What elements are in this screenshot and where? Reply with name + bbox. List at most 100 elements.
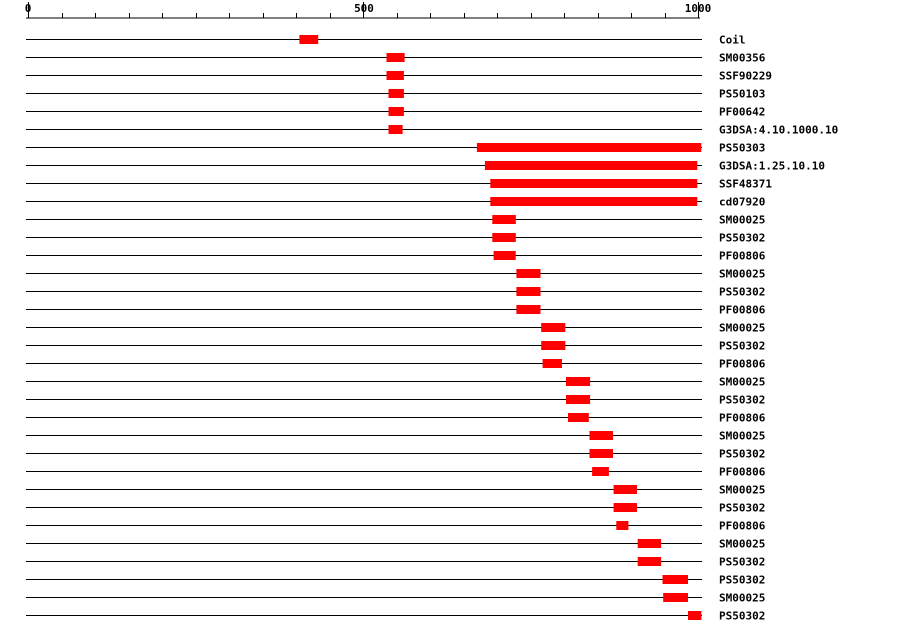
feature-label: PS50302	[719, 394, 765, 407]
feature-label: SM00025	[719, 430, 765, 443]
feature-label: PF00806	[719, 466, 766, 479]
feature-row: PS50303	[26, 142, 765, 155]
feature-bar	[541, 323, 566, 332]
feature-bar	[613, 503, 637, 512]
feature-row: PF00806	[26, 466, 766, 479]
feature-bar	[490, 197, 698, 206]
feature-row: PS50302	[26, 394, 765, 407]
feature-label: SM00025	[719, 268, 765, 281]
feature-bar	[484, 161, 698, 170]
feature-row: SM00025	[26, 592, 765, 605]
feature-bar	[637, 539, 662, 548]
feature-row: SM00025	[26, 430, 765, 443]
feature-row: PF00806	[26, 520, 766, 533]
feature-bar	[299, 35, 319, 44]
feature-row: PS50302	[26, 610, 765, 623]
feature-row: PS50302	[26, 556, 765, 569]
feature-label: PF00806	[719, 358, 766, 371]
feature-label: SM00025	[719, 592, 765, 605]
feature-row: SSF48371	[26, 178, 772, 191]
feature-label: PS50303	[719, 142, 765, 155]
feature-bar	[592, 467, 609, 476]
feature-bar	[663, 593, 688, 602]
tick-label-500: 500	[354, 2, 374, 15]
feature-bar	[541, 341, 566, 350]
feature-label: PF00806	[719, 304, 766, 317]
feature-bar	[516, 305, 541, 314]
feature-bar	[662, 575, 688, 584]
feature-bar	[613, 485, 637, 494]
feature-bar	[490, 179, 698, 188]
feature-label: SM00025	[719, 322, 765, 335]
feature-row: SM00025	[26, 268, 765, 281]
feature-label: PS50302	[719, 610, 765, 623]
feature-bar	[542, 359, 562, 368]
feature-bar	[388, 107, 404, 116]
feature-bar	[476, 143, 702, 152]
feature-row: Coil	[26, 34, 746, 47]
feature-bar	[616, 521, 629, 530]
axis-ticks	[28, 2, 699, 18]
feature-bar	[516, 269, 541, 278]
feature-bar	[566, 395, 591, 404]
feature-row: PS50302	[26, 286, 765, 299]
tick-label-0: 0	[25, 2, 32, 15]
feature-row: PS50302	[26, 574, 765, 587]
feature-row: SM00025	[26, 214, 765, 227]
feature-bar	[493, 251, 516, 260]
feature-row: PS50302	[26, 340, 765, 353]
feature-label: SM00356	[719, 52, 766, 65]
feature-bar	[386, 53, 405, 62]
feature-row: PS50302	[26, 502, 765, 515]
feature-label: PF00806	[719, 412, 766, 425]
feature-label: SM00025	[719, 538, 765, 551]
position-axis: 0 500 1000	[25, 2, 712, 19]
feature-label: SSF48371	[719, 178, 772, 191]
feature-row: PF00642	[26, 106, 765, 119]
feature-row: SM00025	[26, 322, 765, 335]
feature-label: SSF90229	[719, 70, 772, 83]
feature-bar	[589, 431, 613, 440]
feature-bar	[492, 233, 516, 242]
feature-bar	[568, 413, 589, 422]
feature-label: SM00025	[719, 484, 765, 497]
feature-label: PS50302	[719, 232, 765, 245]
feature-label: PS50302	[719, 286, 765, 299]
feature-row: cd07920	[26, 196, 765, 209]
feature-bar	[637, 557, 662, 566]
feature-bar	[492, 215, 516, 224]
feature-row: G3DSA:4.10.1000.10	[26, 124, 838, 137]
feature-row: G3DSA:1.25.10.10	[26, 160, 825, 173]
feature-label: G3DSA:4.10.1000.10	[719, 124, 838, 137]
feature-label: Coil	[719, 34, 746, 47]
feature-bar	[516, 287, 541, 296]
feature-row: PF00806	[26, 304, 766, 317]
feature-bar	[388, 89, 404, 98]
feature-label: SM00025	[719, 376, 765, 389]
feature-row: SM00025	[26, 538, 765, 551]
feature-label: PS50302	[719, 502, 765, 515]
feature-label: PS50302	[719, 340, 765, 353]
feature-label: cd07920	[719, 196, 765, 209]
feature-row: SSF90229	[26, 70, 772, 83]
feature-label: PS50302	[719, 448, 765, 461]
feature-row: SM00025	[26, 376, 765, 389]
feature-row: PS50302	[26, 232, 765, 245]
feature-label: SM00025	[719, 214, 765, 227]
feature-bar	[388, 125, 403, 134]
feature-label: G3DSA:1.25.10.10	[719, 160, 825, 173]
feature-row: SM00356	[26, 52, 766, 65]
feature-row: PF00806	[26, 412, 766, 425]
feature-label: PF00806	[719, 250, 766, 263]
tick-label-1000: 1000	[685, 2, 712, 15]
feature-label: PS50103	[719, 88, 765, 101]
feature-tracks: Coil SM00356 SSF90229 PS50103 PF00642 G3DSA:4…	[26, 34, 838, 623]
feature-bar	[688, 611, 702, 620]
feature-row: SM00025	[26, 484, 765, 497]
feature-bar	[566, 377, 591, 386]
feature-bar	[386, 71, 404, 80]
feature-label: PS50302	[719, 556, 765, 569]
feature-row: PS50302	[26, 448, 765, 461]
feature-label: PF00806	[719, 520, 766, 533]
